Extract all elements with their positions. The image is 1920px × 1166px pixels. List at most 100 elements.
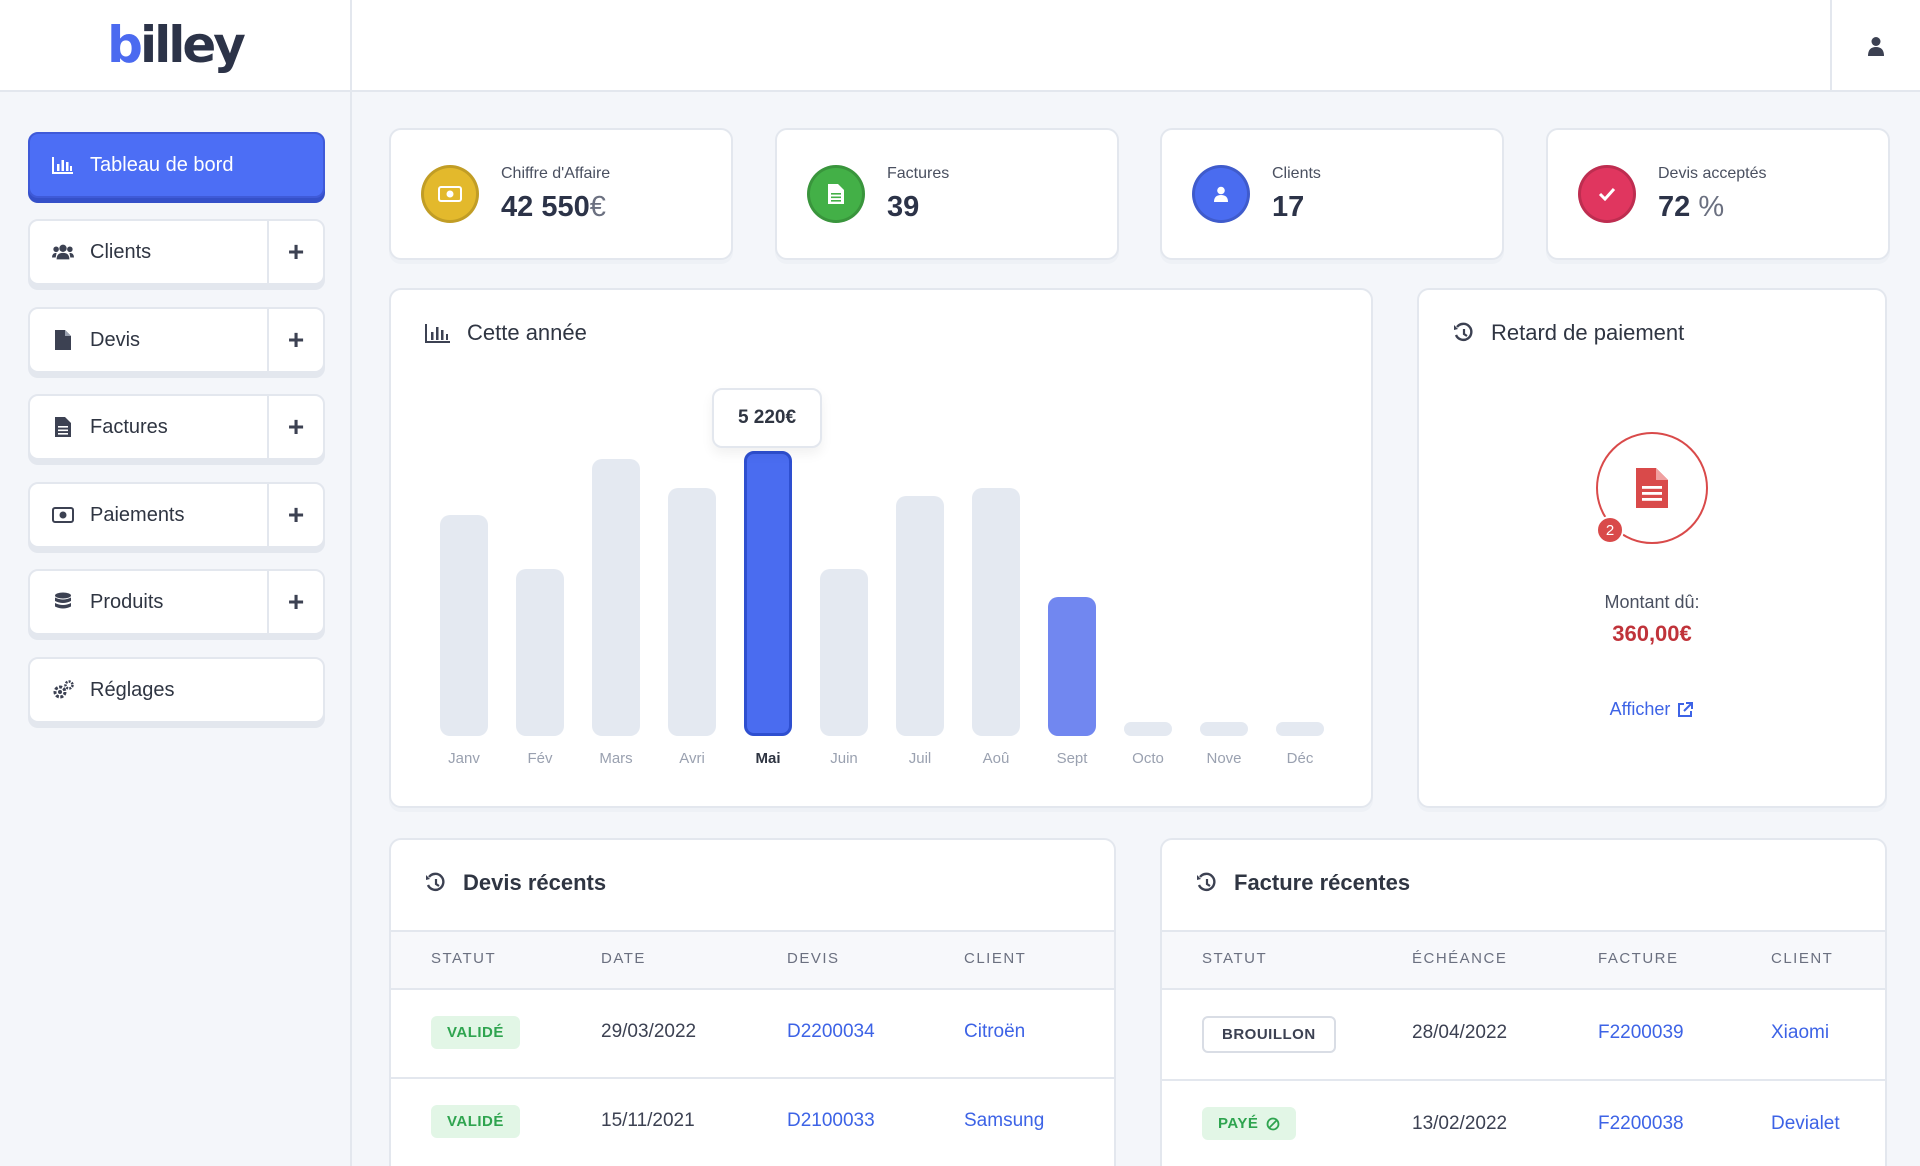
- stat-value: 17: [1272, 190, 1305, 223]
- chart-x-label: Juin: [830, 750, 858, 767]
- sidebar-item-paiements: Paiements +: [28, 482, 325, 548]
- divider: [1162, 930, 1885, 932]
- sidebar-item-label: Devis: [90, 328, 141, 351]
- chart-icon: [425, 324, 450, 343]
- chart-bar-nove[interactable]: [1200, 722, 1248, 736]
- column-header[interactable]: CLIENT: [964, 950, 1027, 967]
- chart-bar-mars[interactable]: [592, 459, 640, 736]
- sidebar-item-clients-link[interactable]: Clients: [30, 221, 267, 283]
- chart-tooltip: 5 220€: [712, 388, 822, 448]
- table-cell-date: 13/02/2022: [1412, 1113, 1508, 1134]
- sidebar-item-devis-link[interactable]: Devis: [30, 309, 267, 371]
- late-payment-title: Retard de paiement: [1453, 320, 1684, 346]
- paid-check-icon: [1266, 1117, 1280, 1130]
- column-header[interactable]: STATUT: [1202, 950, 1268, 967]
- quote-link[interactable]: D2200034: [787, 1021, 875, 1042]
- add-produit-button[interactable]: +: [267, 571, 323, 633]
- recent-invoices-title: Facture récentes: [1196, 870, 1410, 896]
- stat-label: Devis acceptés: [1658, 164, 1767, 182]
- client-link[interactable]: Samsung: [964, 1110, 1045, 1131]
- sidebar-item-label: Produits: [90, 590, 164, 613]
- amount-due-value: 360,00€: [1612, 621, 1692, 646]
- invoice-icon: [1636, 468, 1668, 508]
- database-icon: [52, 591, 74, 613]
- sidebar-item-reglages-link[interactable]: Réglages: [30, 659, 323, 721]
- client-link[interactable]: Citroën: [964, 1021, 1026, 1042]
- chart-x-label: Mai: [755, 750, 781, 767]
- chart-x-label: Juil: [908, 750, 932, 767]
- sidebar-item-paiements-link[interactable]: Paiements: [30, 484, 267, 546]
- afficher-link[interactable]: Afficher: [1417, 699, 1887, 720]
- chart-bar-sept[interactable]: [1048, 597, 1096, 736]
- sidebar-item-produits-link[interactable]: Produits: [30, 571, 267, 633]
- sidebar-item-factures: Factures +: [28, 394, 325, 460]
- stat-card-revenue: Chiffre d'Affaire 42 550€: [389, 128, 733, 260]
- divider: [1162, 1079, 1885, 1081]
- chart-bar-octo[interactable]: [1124, 722, 1172, 736]
- sidebar-item-devis: Devis +: [28, 307, 325, 373]
- chart-bar-mai[interactable]: [744, 451, 792, 736]
- chart-bar-juil[interactable]: [896, 496, 944, 736]
- late-payment-card: [1417, 288, 1887, 808]
- sidebar-item-reglages[interactable]: Réglages: [28, 657, 325, 723]
- divider: [391, 1077, 1114, 1079]
- billey-logo[interactable]: billey: [107, 16, 246, 74]
- divider: [1162, 988, 1885, 990]
- late-invoice-indicator[interactable]: 2: [1596, 432, 1708, 544]
- divider: [391, 988, 1114, 990]
- sidebar-item-factures-link[interactable]: Factures: [30, 396, 267, 458]
- history-icon: [1197, 872, 1216, 892]
- sidebar-item-produits: Produits +: [28, 569, 325, 635]
- add-paiement-button[interactable]: +: [267, 484, 323, 546]
- column-header[interactable]: DATE: [601, 950, 646, 967]
- external-link-icon: [1678, 701, 1694, 717]
- recent-quotes-title: Devis récents: [425, 870, 606, 896]
- invoices-table-header: [1162, 930, 1885, 988]
- file-icon: [52, 329, 74, 351]
- client-link[interactable]: Xiaomi: [1771, 1022, 1830, 1043]
- logo-area[interactable]: billey: [0, 0, 352, 92]
- late-count-badge: 2: [1596, 516, 1624, 544]
- status-badge: PAYÉ: [1202, 1107, 1297, 1140]
- add-facture-button[interactable]: +: [267, 396, 323, 458]
- stat-label: Clients: [1272, 164, 1321, 182]
- user-menu-button[interactable]: [1830, 0, 1920, 92]
- column-header[interactable]: ÉCHÉANCE: [1412, 950, 1508, 967]
- user-icon: [1192, 165, 1250, 223]
- history-icon: [1454, 322, 1473, 342]
- invoice-link[interactable]: F2200039: [1598, 1022, 1684, 1043]
- sidebar-item-label: Réglages: [90, 678, 175, 701]
- sidebar-item-clients: Clients +: [28, 219, 325, 285]
- invoice-link[interactable]: F2200038: [1598, 1113, 1684, 1134]
- sidebar-item-dashboard-link[interactable]: Tableau de bord: [30, 134, 323, 196]
- column-header[interactable]: CLIENT: [1771, 950, 1834, 967]
- column-header[interactable]: DEVIS: [787, 950, 840, 967]
- chart-bar-fév[interactable]: [516, 569, 564, 736]
- chart-bar-avri[interactable]: [668, 488, 716, 736]
- chart-x-label: Sept: [1056, 750, 1088, 767]
- chart-x-label: Déc: [1286, 750, 1314, 767]
- sidebar-item-dashboard[interactable]: Tableau de bord: [28, 132, 325, 198]
- chart-title: Cette année: [425, 320, 587, 346]
- column-header[interactable]: FACTURE: [1598, 950, 1679, 967]
- sidebar-item-label: Factures: [90, 415, 168, 438]
- add-devis-button[interactable]: +: [267, 309, 323, 371]
- column-header[interactable]: STATUT: [431, 950, 497, 967]
- client-link[interactable]: Devialet: [1771, 1113, 1840, 1134]
- divider: [391, 930, 1114, 932]
- chart-bar-janv[interactable]: [440, 515, 488, 736]
- add-client-button[interactable]: +: [267, 221, 323, 283]
- chart-x-label: Avri: [679, 750, 705, 767]
- status-badge: VALIDÉ: [431, 1105, 520, 1138]
- status-badge: BROUILLON: [1202, 1016, 1336, 1053]
- chart-bar-juin[interactable]: [820, 569, 868, 736]
- quote-link[interactable]: D2100033: [787, 1110, 875, 1131]
- stat-card-factures: Factures 39: [775, 128, 1119, 260]
- chart-x-label: Mars: [599, 750, 633, 767]
- stat-card-clients: Clients 17: [1160, 128, 1504, 260]
- chart-x-label: Janv: [448, 750, 480, 767]
- chart-x-label: Nove: [1206, 750, 1242, 767]
- chart-bar-aoû[interactable]: [972, 488, 1020, 736]
- chart-bar-déc[interactable]: [1276, 722, 1324, 736]
- stat-value: 39: [887, 190, 920, 223]
